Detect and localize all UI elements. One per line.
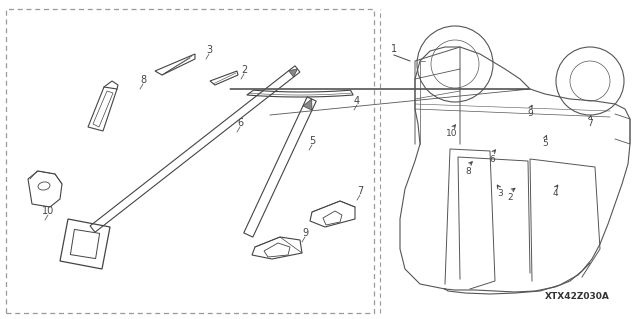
Text: 8: 8 — [140, 75, 146, 85]
Polygon shape — [289, 69, 298, 77]
Text: 7: 7 — [357, 186, 363, 196]
Text: 3: 3 — [206, 45, 212, 55]
Polygon shape — [303, 99, 312, 110]
Text: 10: 10 — [42, 206, 54, 216]
Text: 9: 9 — [302, 228, 308, 238]
Text: 7: 7 — [587, 120, 593, 129]
Text: 10: 10 — [446, 130, 458, 138]
Text: 1: 1 — [391, 44, 397, 54]
Text: 2: 2 — [241, 65, 247, 75]
Text: 4: 4 — [354, 96, 360, 106]
Text: 6: 6 — [489, 154, 495, 164]
Text: 5: 5 — [542, 139, 548, 149]
Text: 3: 3 — [497, 189, 503, 198]
Text: 8: 8 — [465, 167, 471, 175]
Text: 9: 9 — [527, 109, 533, 118]
Text: XTX42Z030A: XTX42Z030A — [545, 292, 610, 301]
Text: 4: 4 — [552, 189, 558, 198]
Text: 6: 6 — [237, 118, 243, 128]
Text: 2: 2 — [507, 192, 513, 202]
Text: 5: 5 — [309, 136, 315, 146]
